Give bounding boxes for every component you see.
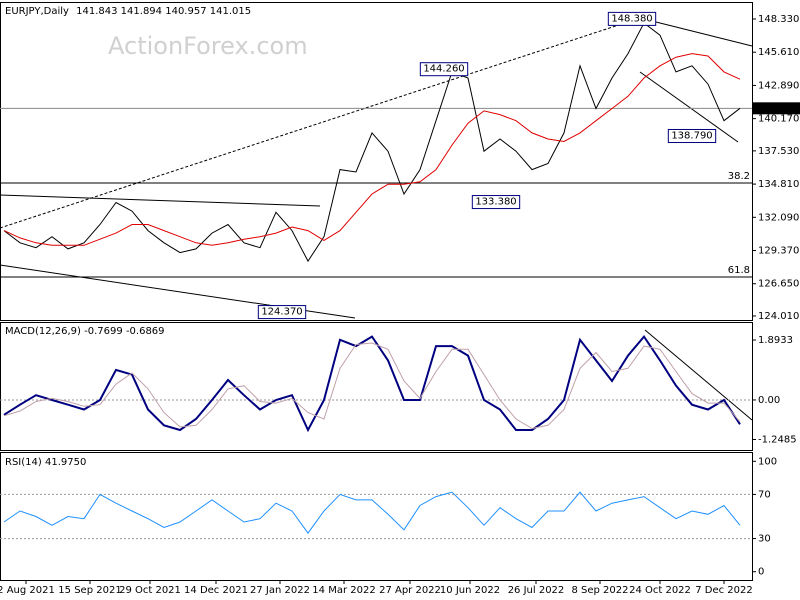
price-label-box <box>257 305 307 320</box>
x-tick-label: 27 Jan 2022 <box>250 585 310 596</box>
y-tick-label: 0.00 <box>758 395 780 406</box>
price-label: 144.260 <box>423 64 464 75</box>
price-label-box <box>667 128 717 143</box>
price-label: 148.380 <box>611 13 652 24</box>
y-tick-label: 129.370 <box>758 246 799 257</box>
reading: 41.9750 <box>45 457 86 468</box>
fib-label: 38.2 <box>728 171 750 182</box>
trendline <box>0 17 641 229</box>
reading: -0.7699 <box>84 326 123 337</box>
open: 141.843 <box>76 6 117 17</box>
x-tick-label: 14 Dec 2021 <box>184 585 248 596</box>
price-label: 138.790 <box>671 130 712 141</box>
x-tick-label: 15 Sep 2021 <box>58 585 121 596</box>
reading: -0.6869 <box>126 326 165 337</box>
x-tick-label: 29 Oct 2021 <box>119 585 181 596</box>
price-panel <box>0 2 753 321</box>
y-tick-label: 1.8933 <box>758 335 793 346</box>
y-tick-label: 142.890 <box>758 80 799 91</box>
low: 140.957 <box>165 6 206 17</box>
series-line <box>3 342 741 430</box>
price-label-box <box>419 62 469 77</box>
x-tick-label: 8 Sep 2022 <box>571 585 628 596</box>
y-tick-label: 145.610 <box>758 47 799 58</box>
x-tick-label: 27 Apr 2022 <box>379 585 441 596</box>
y-tick-label: 70 <box>758 489 771 500</box>
y-tick-label: -1.2485 <box>758 435 797 446</box>
y-tick-label: 140.170 <box>758 114 799 125</box>
trendline <box>639 17 753 47</box>
high: 141.894 <box>121 6 162 17</box>
y-tick-label: 137.530 <box>758 146 799 157</box>
price-label: 133.380 <box>475 197 516 208</box>
y-tick-label: 30 <box>758 534 771 545</box>
series-line <box>3 491 741 534</box>
indicator-title: MACD(12,26,9) <box>5 326 81 337</box>
rsi-panel <box>0 452 753 581</box>
current-price-label: 141.015 <box>757 103 798 114</box>
y-tick-label: 134.810 <box>758 179 799 190</box>
close: 141.015 <box>210 6 251 17</box>
series-line <box>3 334 741 433</box>
x-tick-label: 10 Jun 2022 <box>440 585 500 596</box>
indicator-title: RSI(14) <box>5 457 42 468</box>
y-tick-label: 124.010 <box>758 311 799 322</box>
symbol: EURJPY,Daily <box>5 6 69 17</box>
y-tick-label: 0 <box>758 567 764 578</box>
x-tick-label: 2 Aug 2021 <box>0 585 55 596</box>
trendline <box>639 71 739 143</box>
y-tick-label: 148.330 <box>758 14 799 25</box>
fib-label: 61.8 <box>728 265 750 276</box>
y-tick-label: 126.650 <box>758 279 799 290</box>
current-price-box <box>753 102 800 115</box>
x-tick-label: 26 Jul 2022 <box>508 585 565 596</box>
header: EURJPY,Daily 141.843 141.894 140.957 141… <box>5 6 251 17</box>
series-line <box>3 53 741 246</box>
y-tick-label: 100 <box>758 456 777 467</box>
price-label-box <box>471 195 521 210</box>
watermark: ActionForex.com <box>108 32 308 60</box>
x-tick-label: 24 Oct 2022 <box>629 585 691 596</box>
x-tick-label: 14 Mar 2022 <box>312 585 375 596</box>
x-tick-label: 7 Dec 2022 <box>695 585 753 596</box>
trendline <box>644 329 753 421</box>
series-line <box>3 22 741 263</box>
trendline <box>0 194 321 207</box>
macd-panel <box>0 322 753 451</box>
macd-header: MACD(12,26,9) -0.7699 -0.6869 <box>5 326 165 337</box>
rsi-header: RSI(14) 41.9750 <box>5 457 86 468</box>
price-label: 124.370 <box>261 307 302 318</box>
price-label-box <box>607 11 657 26</box>
y-tick-label: 132.090 <box>758 212 799 223</box>
